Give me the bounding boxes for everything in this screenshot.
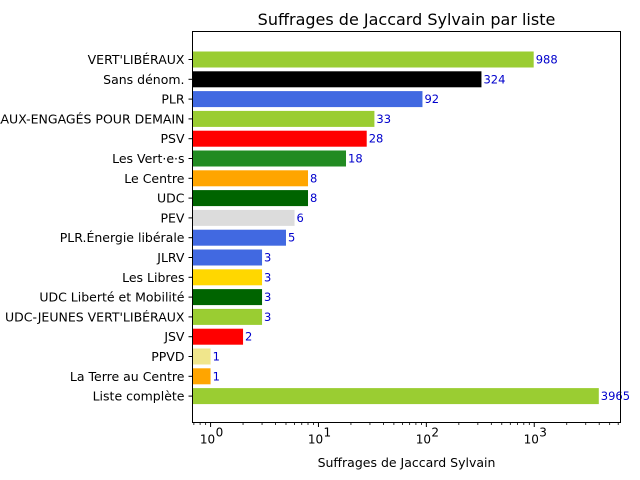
x-tick-label: 10	[416, 433, 431, 447]
category-label: VERT'LIBÉRAUX	[88, 52, 185, 67]
category-label: Les Vert·e·s	[112, 151, 184, 166]
value-label: 3	[264, 310, 271, 324]
category-label: UDC-JEUNES VERT'LIBÉRAUX	[5, 309, 185, 324]
bar	[192, 348, 211, 365]
bar	[192, 229, 286, 246]
x-tick-label: 10	[308, 433, 323, 447]
category-label: PEV	[161, 210, 185, 225]
value-label: 5	[288, 231, 295, 245]
x-tick-exponent: 1	[323, 426, 331, 440]
category-label: JLRV	[156, 250, 185, 265]
category-labels: VERT'LIBÉRAUX Sans dénom. PLR JEUNES VERT'L…	[0, 52, 193, 404]
bar	[192, 209, 295, 226]
x-tick-exponent: 2	[431, 426, 439, 440]
value-label: 33	[376, 112, 391, 126]
value-label: 18	[348, 152, 363, 166]
x-tick-exponent: 0	[216, 426, 224, 440]
category-label: Le Centre	[124, 171, 185, 186]
value-label: 92	[424, 92, 439, 106]
bar	[192, 308, 263, 325]
bar	[192, 71, 482, 88]
bar	[192, 190, 309, 207]
x-tick-label: 10	[524, 433, 539, 447]
category-label: JSV	[163, 329, 185, 344]
category-label: PLR.Énergie libérale	[60, 230, 185, 245]
bar	[192, 130, 367, 147]
x-tick-label: 10	[200, 433, 215, 447]
value-label: 2	[245, 330, 252, 344]
value-label: 1	[213, 350, 220, 364]
bar	[192, 170, 309, 187]
category-label: La Terre au Centre	[70, 369, 185, 384]
plot-frame	[192, 31, 621, 423]
bar	[192, 328, 244, 345]
value-label: 3	[264, 251, 271, 265]
value-label: 1	[213, 369, 220, 383]
bar	[192, 388, 599, 405]
bar	[192, 150, 347, 167]
category-label: PSV	[160, 131, 184, 146]
value-label: 3965	[601, 389, 630, 403]
category-label: JEUNES VERT'LIBÉRAUX-ENGAGÉS POUR DEMAIN	[0, 111, 185, 126]
bar	[192, 110, 375, 127]
bar	[192, 269, 263, 286]
value-label: 3	[264, 290, 271, 304]
category-label: UDC	[157, 191, 185, 206]
category-label: PPVD	[151, 349, 184, 364]
bars-group	[192, 51, 599, 405]
value-label: 8	[310, 171, 317, 185]
x-axis-ticks: 10 0 10 1 10 2 10 3	[193, 422, 619, 447]
x-axis-label: Suffrages de Jaccard Sylvain	[318, 455, 496, 470]
category-label: PLR	[161, 92, 185, 107]
value-label: 6	[297, 211, 304, 225]
x-tick-exponent: 3	[539, 426, 547, 440]
value-label: 988	[536, 53, 558, 67]
chart-title: Suffrages de Jaccard Sylvain par liste	[258, 10, 556, 29]
value-label: 3	[264, 270, 271, 284]
category-label: Les Libres	[122, 270, 184, 285]
category-label: Sans dénom.	[103, 72, 184, 87]
bar	[192, 51, 534, 68]
value-label: 324	[483, 72, 505, 86]
category-label: Liste complète	[93, 389, 185, 404]
bar	[192, 289, 263, 306]
bar	[192, 368, 211, 385]
value-label: 28	[369, 132, 384, 146]
value-label: 8	[310, 191, 317, 205]
category-label: UDC Liberté et Mobilité	[39, 290, 184, 305]
bar	[192, 249, 263, 266]
bar	[192, 91, 423, 108]
